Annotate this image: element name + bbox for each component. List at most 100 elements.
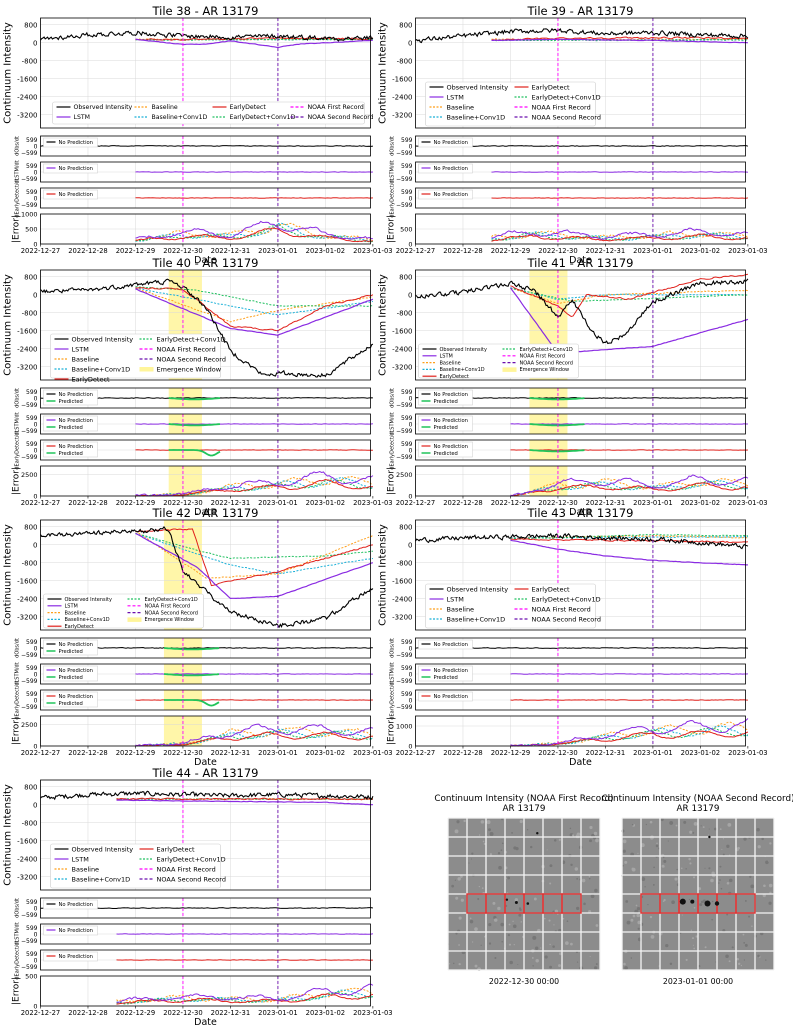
image-texture xyxy=(622,839,627,844)
sub-ytick-label: 0 xyxy=(409,422,413,429)
main-ylabel: Continuum Intensity xyxy=(378,22,389,124)
image-texture xyxy=(693,906,696,909)
error-line xyxy=(116,989,373,1004)
image-texture xyxy=(493,915,497,920)
image-texture xyxy=(548,919,551,922)
sunspot xyxy=(714,901,720,906)
main-ytick-label: 800 xyxy=(399,274,412,282)
error-line xyxy=(135,227,373,243)
error-line xyxy=(135,224,373,243)
tile-40: Tile 40 - AR 13179 800 0 -800 -1600 -2400 -320… xyxy=(3,256,393,518)
sunspot xyxy=(536,832,539,835)
image-subtitle: AR 13179 xyxy=(503,804,546,814)
err-panel-frame xyxy=(415,465,746,497)
image-texture xyxy=(576,877,579,880)
legend-label: Baseline xyxy=(72,355,100,363)
legend-label: Baseline xyxy=(447,605,475,613)
image-texture xyxy=(647,904,649,906)
image-texture xyxy=(498,865,502,870)
image-texture xyxy=(704,946,707,949)
legend-label: LSTM xyxy=(72,345,89,353)
tile-39: Tile 39 - AR 13179 800 0 -800 -1600 -2400 -320… xyxy=(378,4,768,266)
image-texture xyxy=(595,924,599,927)
xtick-label: 2022-12-27 xyxy=(21,1009,61,1017)
xtick-label: 2022-12-31 xyxy=(586,499,626,507)
image-texture xyxy=(761,837,764,841)
image-texture xyxy=(740,964,743,967)
legend-label: EarlyDetect xyxy=(72,375,111,383)
image-texture xyxy=(549,943,551,946)
xtick-label: 2022-12-30 xyxy=(538,247,578,255)
earlydetect-conv1d-line xyxy=(135,532,373,560)
image-texture xyxy=(570,942,573,946)
err-ytick-label: 0 xyxy=(33,241,37,249)
image-texture xyxy=(569,827,572,830)
err-panel-frame xyxy=(40,975,371,1007)
sub-legend-box xyxy=(43,441,98,458)
image-texture xyxy=(718,882,720,884)
legend-label: EarlyDetect xyxy=(532,585,571,593)
lstm-line xyxy=(491,38,748,44)
err-ytick-label: 1000 xyxy=(396,723,413,731)
legend-box xyxy=(425,81,596,127)
sub-ytick-label: 599 xyxy=(26,691,38,698)
legend-label: LSTM xyxy=(440,354,453,360)
sub-legend-label: No Prediction xyxy=(434,418,468,424)
image-texture xyxy=(728,960,731,963)
sub-ylabel: dEarlyDetect/dt xyxy=(15,430,21,469)
image-texture xyxy=(652,883,655,886)
image-texture xyxy=(626,920,631,925)
sub-panel-frame xyxy=(40,897,371,919)
sub-ytick-label: 0 xyxy=(34,170,38,177)
sub-ytick-label: 0 xyxy=(34,672,38,679)
sub-legend-box xyxy=(418,137,473,148)
tile-highlight-box xyxy=(561,893,582,914)
sub-legend-box xyxy=(43,691,98,708)
legend-label: Baseline xyxy=(152,104,178,111)
image-texture xyxy=(455,896,459,900)
main-ytick-label: 800 xyxy=(399,524,412,532)
err-panel-frame xyxy=(415,213,746,245)
main-ytick-label: -1600 xyxy=(17,328,37,336)
xtick-label: 2022-12-28 xyxy=(443,499,483,507)
image-texture xyxy=(595,963,598,965)
main-ytick-label: -800 xyxy=(22,820,38,828)
image-texture xyxy=(700,900,704,904)
error-line xyxy=(135,478,373,497)
main-ytick-label: 800 xyxy=(24,524,37,532)
image-texture xyxy=(719,865,722,868)
image-texture xyxy=(544,955,548,959)
noaa-image-1: Continuum Intensity (NOAA Second Record)… xyxy=(601,794,793,986)
image-texture xyxy=(595,838,599,843)
legend-label: Observed Intensity xyxy=(72,335,134,343)
image-texture xyxy=(768,901,772,905)
main-ytick-label: -3200 xyxy=(17,874,37,882)
err-ytick-label: 2500 xyxy=(21,721,38,729)
main-panel-frame xyxy=(415,519,746,631)
image-texture xyxy=(708,828,710,830)
image-texture xyxy=(710,878,714,883)
image-texture xyxy=(460,898,464,902)
xtick-label: 2022-12-27 xyxy=(21,749,61,757)
sub-ytick-label: −599 xyxy=(396,150,413,157)
sub-ytick-label: 0 xyxy=(34,448,38,455)
predicted-line xyxy=(529,397,585,401)
main-ytick-label: 800 xyxy=(24,22,37,30)
dearlydetect-dt-line xyxy=(116,959,373,961)
legend-label: LSTM xyxy=(65,604,78,610)
xtick-label: 2022-12-29 xyxy=(491,247,531,255)
legend-label: Baseline+Conv1D xyxy=(72,365,131,373)
sub-legend-label: Predicted xyxy=(59,675,83,681)
sub-legend-box xyxy=(43,189,98,200)
image-texture xyxy=(640,843,645,848)
image-texture xyxy=(562,917,565,920)
image-texture xyxy=(685,958,688,962)
xtick-label: 2022-12-28 xyxy=(443,749,483,757)
xtick-label: 2022-12-30 xyxy=(163,1009,203,1017)
image-texture xyxy=(500,849,503,852)
legend-label: Observed Intensity xyxy=(447,585,509,593)
image-texture xyxy=(590,894,595,899)
image-texture xyxy=(683,820,687,824)
sub-panel-frame xyxy=(40,135,371,157)
image-subtitle: AR 13179 xyxy=(677,804,720,814)
